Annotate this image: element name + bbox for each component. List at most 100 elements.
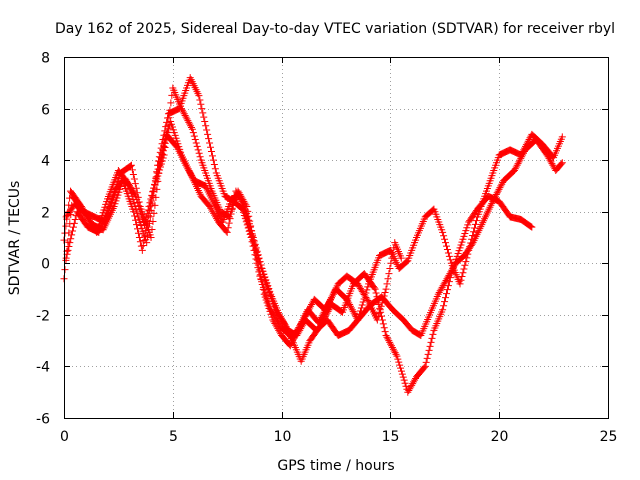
data-point xyxy=(62,254,70,262)
data-point-interp xyxy=(261,273,269,281)
data-point-interp xyxy=(143,210,151,218)
data-point-interp xyxy=(302,311,310,319)
data-point-interp xyxy=(201,117,209,125)
data-point-interp xyxy=(378,312,386,320)
data-point-interp xyxy=(186,120,194,128)
data-point xyxy=(456,280,464,288)
data-point-interp xyxy=(146,199,154,207)
data-point-interp xyxy=(209,156,217,164)
data-point-interp xyxy=(198,105,206,113)
y-axis-label: SDTVAR / TECUs xyxy=(7,181,23,296)
data-point-interp xyxy=(457,276,465,284)
data-point xyxy=(558,159,566,167)
data-point-interp xyxy=(203,126,211,134)
data-point-interp xyxy=(440,232,448,240)
data-point-interp xyxy=(152,193,160,201)
data-point-interp xyxy=(490,194,498,202)
data-point-interp xyxy=(145,219,153,227)
data-point-interp xyxy=(149,217,157,225)
data-point-interp xyxy=(444,249,452,257)
data-point-interp xyxy=(422,358,430,366)
data-point-interp xyxy=(463,224,471,232)
data-point-interp xyxy=(210,160,218,168)
data-point xyxy=(138,246,146,254)
data-point xyxy=(147,234,155,241)
data-point-interp xyxy=(252,244,260,252)
data-point-interp xyxy=(190,132,198,140)
data-point-interp xyxy=(359,298,367,306)
data-point-interp xyxy=(149,188,157,196)
data-point-interp xyxy=(378,316,386,324)
data-point-interp xyxy=(399,373,407,381)
data-point-interp xyxy=(441,235,449,243)
data-point-interp xyxy=(423,354,431,362)
y-tick-label: 6 xyxy=(41,103,50,119)
data-point xyxy=(241,203,249,211)
data-point-interp xyxy=(160,143,168,151)
data-point xyxy=(421,362,429,370)
data-point-interp xyxy=(244,216,252,224)
data-point-interp xyxy=(495,185,503,193)
data-point-interp xyxy=(358,287,366,295)
data-point-interp xyxy=(381,328,389,336)
data-point-interp xyxy=(145,202,153,210)
x-tick-label: 15 xyxy=(382,429,400,445)
data-point-interp xyxy=(464,221,472,229)
data-point-interp xyxy=(460,232,468,240)
data-point-interp xyxy=(136,238,144,246)
data-point-interp xyxy=(396,361,404,369)
data-point-interp xyxy=(498,180,506,188)
data-point-interp xyxy=(325,306,333,314)
y-tick-label: 0 xyxy=(41,257,50,273)
data-point xyxy=(489,197,497,205)
data-point-interp xyxy=(124,179,132,187)
x-tick-label: 25 xyxy=(600,429,618,445)
data-point xyxy=(393,352,401,360)
data-point xyxy=(127,161,135,169)
data-point xyxy=(223,228,231,236)
data-point-interp xyxy=(462,258,470,266)
data-point-interp xyxy=(164,128,172,136)
data-point-interp xyxy=(460,265,468,273)
data-point-interp xyxy=(525,136,533,144)
data-point-interp xyxy=(492,191,500,199)
data-point-interp xyxy=(206,139,214,147)
data-point-interp xyxy=(157,158,165,166)
data-point-interp xyxy=(226,215,234,223)
data-point-interp xyxy=(496,184,504,192)
data-point-interp xyxy=(420,364,428,372)
data-point-interp xyxy=(183,115,191,123)
data-point-interp xyxy=(159,147,167,155)
data-point-interp xyxy=(182,113,190,121)
data-point-interp xyxy=(260,270,268,278)
data-point-interp xyxy=(250,237,258,245)
data-point-interp xyxy=(69,227,77,235)
data-point-interp xyxy=(402,382,410,390)
data-point-interp xyxy=(251,240,259,248)
data-point-interp xyxy=(425,346,433,354)
series-track-4 xyxy=(62,117,566,339)
data-point-interp xyxy=(349,307,357,315)
data-point-interp xyxy=(265,284,273,292)
data-point-interp xyxy=(194,146,202,154)
data-point-interp xyxy=(240,201,248,209)
data-point xyxy=(382,331,390,339)
x-tick-label: 5 xyxy=(169,429,178,445)
data-point-interp xyxy=(384,275,392,283)
series-track-3 xyxy=(60,130,536,396)
data-point-interp xyxy=(246,223,254,231)
data-point xyxy=(439,306,447,314)
y-tick-label: 2 xyxy=(41,206,50,222)
data-point-interp xyxy=(472,217,480,225)
data-point-interp xyxy=(389,345,397,353)
data-point-interp xyxy=(185,118,193,126)
data-point-interp xyxy=(228,205,236,213)
data-point-interp xyxy=(161,127,169,135)
data-point-interp xyxy=(386,264,394,272)
data-point-interp xyxy=(181,111,189,119)
data-point-interp xyxy=(123,177,131,185)
data-point-interp xyxy=(130,175,138,183)
data-point-interp xyxy=(428,334,436,342)
axes: 0 5 10 15 20 25 -6 -4 -2 0 2 4 6 8 xyxy=(36,51,617,446)
data-point-interp xyxy=(192,139,200,147)
